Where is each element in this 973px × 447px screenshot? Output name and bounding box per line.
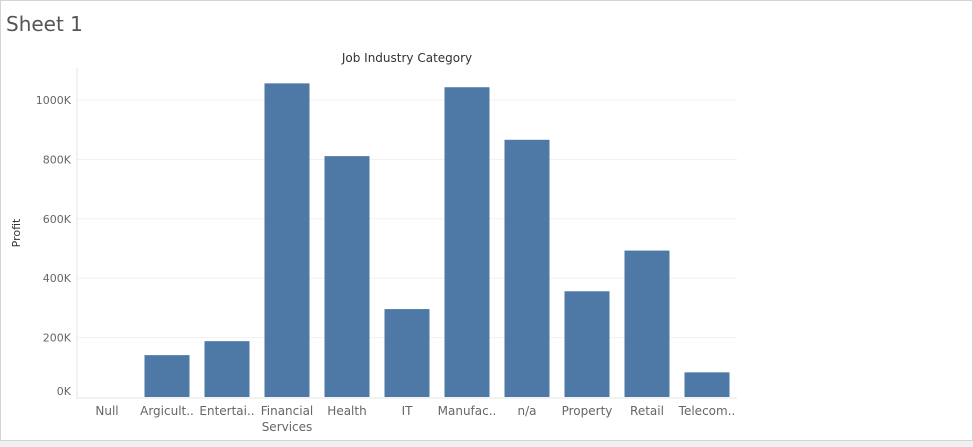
- x-tick-label[interactable]: Manufac..: [438, 404, 497, 418]
- y-axis-label[interactable]: Profit: [10, 218, 23, 247]
- bar[interactable]: [144, 355, 190, 397]
- y-tick-label: 200K: [43, 332, 72, 345]
- x-tick-label[interactable]: Argicult..: [140, 404, 194, 418]
- sheet-title: Sheet 1: [6, 12, 83, 36]
- bar[interactable]: [684, 372, 730, 397]
- axes: [76, 68, 737, 399]
- bar[interactable]: [504, 139, 550, 397]
- x-tick-label[interactable]: IT: [402, 404, 414, 418]
- x-tick-label[interactable]: Entertai..: [199, 404, 254, 418]
- x-tick-labels: Null Argicult.. Entertai.. Financial Service…: [95, 404, 735, 434]
- y-tick-labels: 0K 200K 400K 600K 800K 1000K: [36, 94, 72, 398]
- x-tick-label[interactable]: Telecom..: [678, 404, 736, 418]
- y-tick-label: 800K: [43, 153, 72, 166]
- x-tick-label[interactable]: Financial Services: [261, 404, 314, 434]
- x-tick-label[interactable]: Retail: [630, 404, 664, 418]
- chart-title[interactable]: Job Industry Category: [341, 51, 472, 65]
- y-tick-label: 400K: [43, 272, 72, 285]
- bar[interactable]: [384, 309, 430, 397]
- bars: [144, 83, 730, 398]
- y-tick-label: 600K: [43, 213, 72, 226]
- bar[interactable]: [264, 83, 310, 398]
- bottom-strip: [0, 441, 973, 447]
- x-tick-label[interactable]: n/a: [517, 404, 536, 418]
- x-tick-label[interactable]: Property: [562, 404, 613, 418]
- bar[interactable]: [444, 87, 490, 397]
- bar[interactable]: [204, 341, 250, 397]
- y-tick-label: 0K: [57, 385, 72, 398]
- bar[interactable]: [324, 156, 370, 397]
- bar[interactable]: [564, 291, 610, 397]
- bar[interactable]: [624, 250, 670, 397]
- x-tick-label[interactable]: Null: [95, 404, 118, 418]
- x-tick-label[interactable]: Health: [327, 404, 366, 418]
- y-tick-label: 1000K: [36, 94, 72, 107]
